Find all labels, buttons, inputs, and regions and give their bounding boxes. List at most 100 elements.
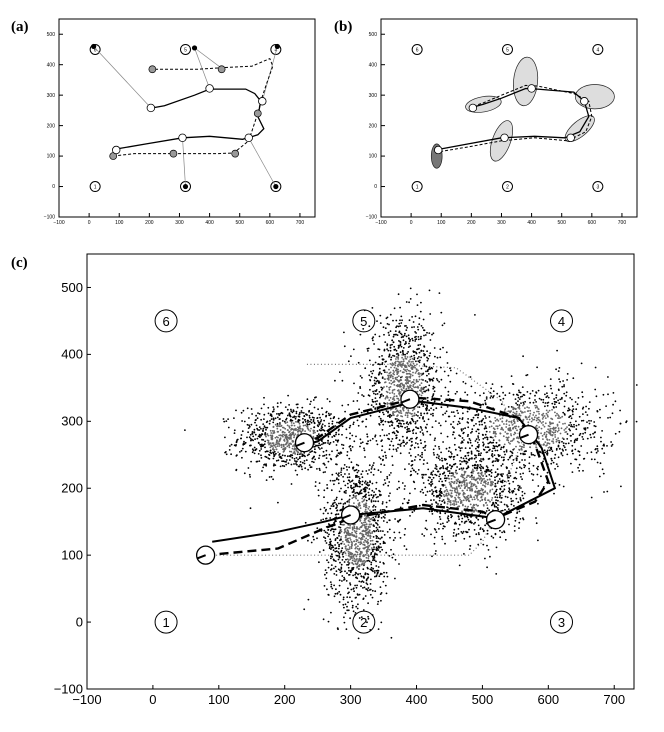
particle [392, 444, 395, 447]
particle [342, 467, 345, 470]
particle [349, 437, 351, 440]
particle [574, 448, 577, 451]
particle [545, 430, 548, 433]
particle [522, 517, 524, 520]
particle [514, 519, 517, 522]
particle [416, 357, 419, 360]
particle [322, 518, 325, 521]
chart-c: −100 0 100 200 300 400 500 600 700−1000100200300… [54, 253, 638, 707]
particle [303, 462, 306, 465]
particle [285, 417, 288, 420]
particle [483, 449, 486, 451]
particle [462, 457, 465, 460]
particle [384, 381, 386, 384]
particle [356, 562, 359, 564]
particle [367, 394, 370, 397]
particle [548, 446, 551, 448]
particle [346, 558, 349, 561]
particle [431, 555, 433, 558]
particle [345, 628, 348, 631]
particle [358, 557, 361, 560]
particle [313, 422, 316, 425]
particle [331, 420, 334, 423]
particle [381, 429, 384, 431]
particle [441, 459, 444, 462]
particle [479, 489, 482, 492]
particle [579, 432, 582, 435]
particle [256, 417, 259, 420]
particle [331, 587, 334, 590]
particle [343, 543, 346, 545]
particle [385, 385, 388, 388]
particle [290, 424, 293, 427]
particle [544, 405, 546, 408]
particle [499, 536, 502, 539]
particle [265, 428, 267, 431]
particle [410, 460, 413, 462]
particle [365, 523, 368, 526]
particle [352, 421, 355, 424]
particle [358, 477, 361, 480]
particle [368, 589, 371, 591]
particle [413, 358, 416, 361]
particle [401, 482, 404, 484]
particle [342, 598, 345, 601]
particle [453, 415, 456, 417]
particle [400, 379, 403, 381]
particle [323, 496, 325, 499]
particle [321, 429, 324, 431]
particle [595, 451, 598, 454]
particle [377, 600, 380, 603]
particle [354, 573, 356, 576]
particle [474, 463, 476, 466]
particle [422, 432, 424, 435]
particle [466, 461, 469, 463]
particle [422, 350, 425, 352]
particle [442, 472, 445, 475]
particle [325, 508, 327, 511]
particle [362, 533, 365, 536]
particle [351, 606, 354, 609]
particle [304, 467, 307, 470]
particle [393, 345, 396, 348]
particle [324, 573, 326, 576]
particle [421, 451, 423, 454]
particle [396, 430, 399, 433]
particle [379, 538, 381, 540]
particle [486, 544, 488, 547]
particle [466, 482, 468, 485]
particle [348, 548, 351, 550]
particle [270, 444, 272, 447]
particle [395, 450, 398, 452]
particle [275, 452, 277, 455]
particle [432, 490, 435, 493]
particle [369, 388, 371, 391]
particle [276, 402, 279, 404]
particle [317, 446, 320, 449]
particle [373, 553, 376, 556]
particle [432, 448, 435, 451]
particle [264, 440, 266, 443]
particle [342, 603, 345, 606]
particle [258, 426, 261, 428]
particle [283, 447, 285, 450]
particle [530, 452, 533, 454]
particle [254, 433, 257, 436]
particle [554, 429, 557, 432]
particle [454, 392, 457, 395]
particle [428, 384, 431, 387]
particle [441, 538, 444, 541]
particle [379, 509, 382, 512]
particle [240, 449, 243, 452]
particle [450, 478, 453, 480]
particle [386, 391, 389, 394]
particle [340, 551, 342, 553]
particle [435, 474, 438, 477]
particle [558, 441, 561, 444]
particle [249, 476, 252, 478]
particle [399, 406, 402, 408]
particle [337, 568, 340, 571]
particle [537, 502, 539, 505]
particle [347, 561, 349, 563]
particle [353, 527, 356, 530]
